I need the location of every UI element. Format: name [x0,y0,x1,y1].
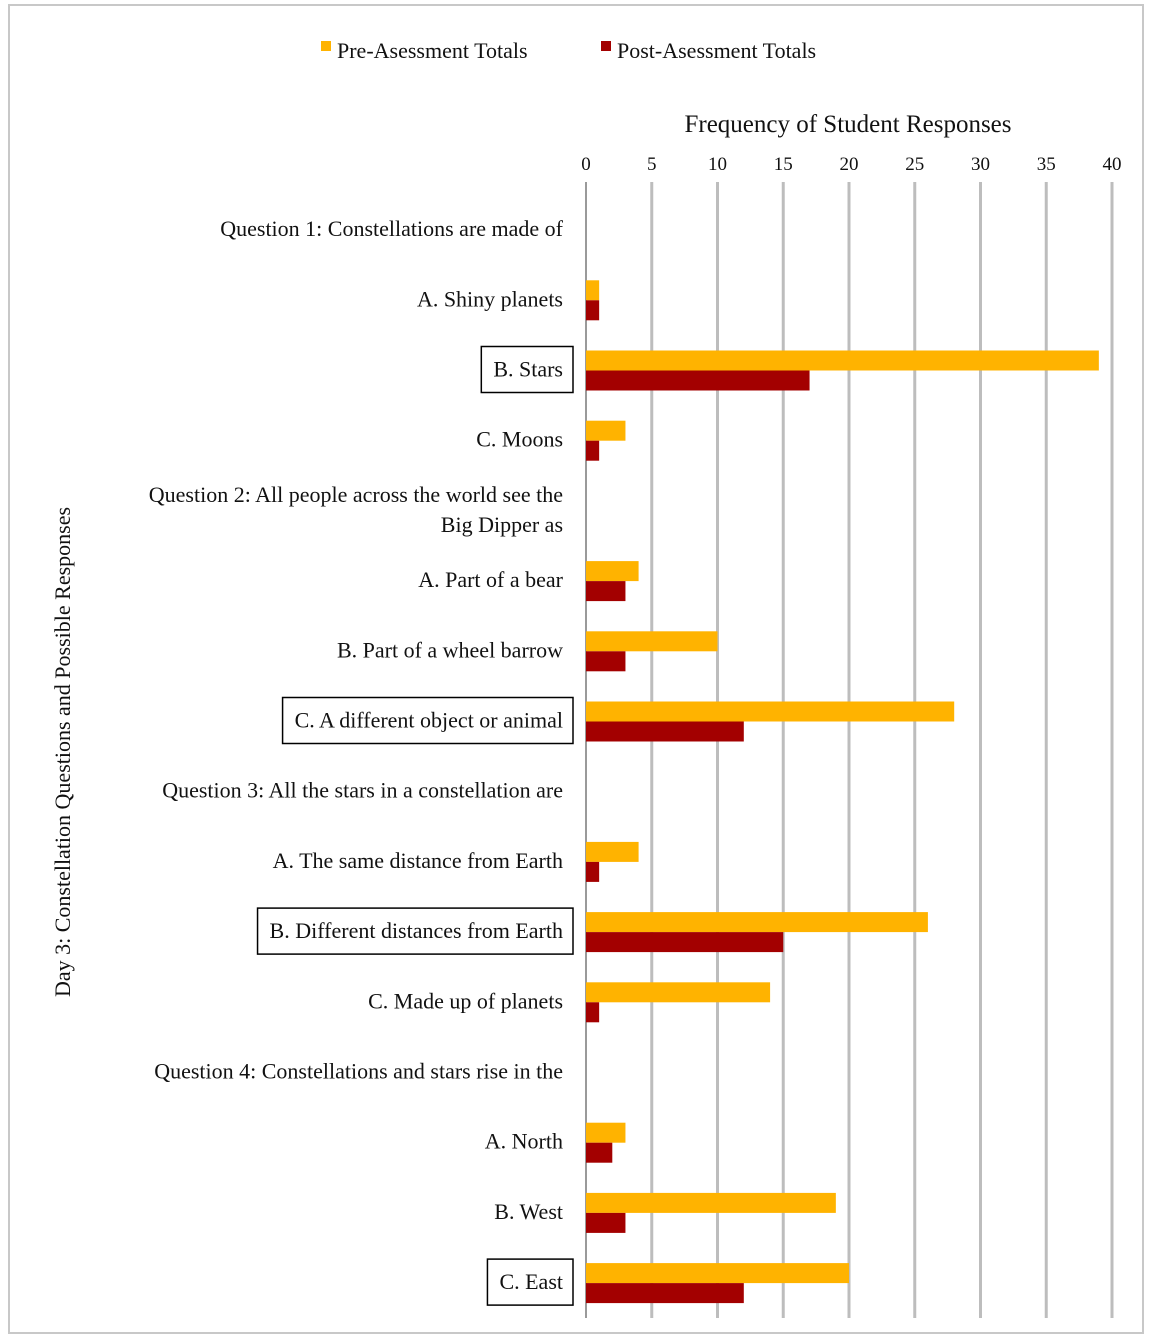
correct-answer-box [480,345,574,394]
category-label-correct: C. A different object or animal [295,708,563,733]
bar-pre-13 [586,1122,626,1143]
bar-pre-3 [586,420,626,441]
legend-swatch-pre [321,41,331,51]
bar-post-1 [586,300,600,321]
x-tick-labels: 0 5 10 15 20 25 30 35 40 [581,154,1121,175]
bar-post-10 [586,932,784,953]
bar-pre-15 [586,1263,849,1284]
bar-post-11 [586,1002,600,1023]
category-label: A. Part of a bear [418,567,563,592]
x-tick-label: 20 [840,154,859,175]
chart-frame [8,4,1144,1334]
category-label: Question 4: Constellations and stars ris… [154,1059,563,1084]
category-label: C. Moons [476,427,563,452]
category-label: A. Shiny planets [417,286,563,311]
y-axis-title: Day 3: Constellation Questions and Possi… [50,507,75,997]
bar-post-13 [586,1142,613,1163]
bar-post-14 [586,1212,626,1233]
bar-post-6 [586,651,626,672]
category-label-correct: C. East [499,1269,563,1294]
bar-pre-6 [586,631,718,652]
category-label: B. West [494,1199,563,1224]
x-tick-label: 15 [774,154,793,175]
x-axis-title: Frequency of Student Responses [684,111,1011,138]
bar-pre-11 [586,982,771,1003]
x-tick-label: 30 [971,154,990,175]
bar-post-3 [586,440,600,461]
bar-post-2 [586,370,810,391]
category-label: Question 1: Constellations are made of [220,216,563,241]
x-tick-label: 25 [905,154,924,175]
x-tick-label: 0 [581,154,591,175]
correct-answer-box [486,1258,574,1306]
bar-pre-7 [586,701,955,722]
x-tick-label: 35 [1037,154,1056,175]
category-label: Question 2: All people across the world … [149,482,563,537]
correct-answer-box [256,907,574,955]
bar-pre-9 [586,841,639,862]
category-label: C. Made up of planets [368,988,563,1013]
category-labels: Question 1: Constellations are made of A.… [149,216,574,1306]
bar-post-5 [586,581,626,602]
bar-post-15 [586,1283,744,1304]
bar-pre-14 [586,1192,836,1213]
category-label-correct: B. Stars [493,357,563,382]
legend-label-post: Post-Asessment Totals [617,38,816,63]
category-label-correct: B. Different distances from Earth [270,918,563,943]
category-label: A. North [485,1129,563,1154]
x-tick-label: 10 [708,154,727,175]
bars [586,280,1099,1304]
bar-pre-10 [586,912,928,933]
x-tick-label: 5 [647,154,657,175]
legend-swatch-post [601,41,611,51]
category-label: Question 3: All the stars in a constella… [162,778,563,803]
correct-answer-box [281,696,574,745]
bar-post-9 [586,861,600,882]
bar-post-7 [586,721,744,742]
legend-label-pre: Pre-Asessment Totals [337,38,528,63]
x-tick-label: 40 [1103,154,1122,175]
bar-pre-1 [586,280,600,301]
legend: Pre-Asessment Totals Post-Asessment Tota… [321,38,816,63]
category-label: B. Part of a wheel barrow [337,637,563,662]
category-label: A. The same distance from Earth [273,848,563,873]
bar-pre-5 [586,561,639,582]
bar-pre-2 [586,350,1099,371]
